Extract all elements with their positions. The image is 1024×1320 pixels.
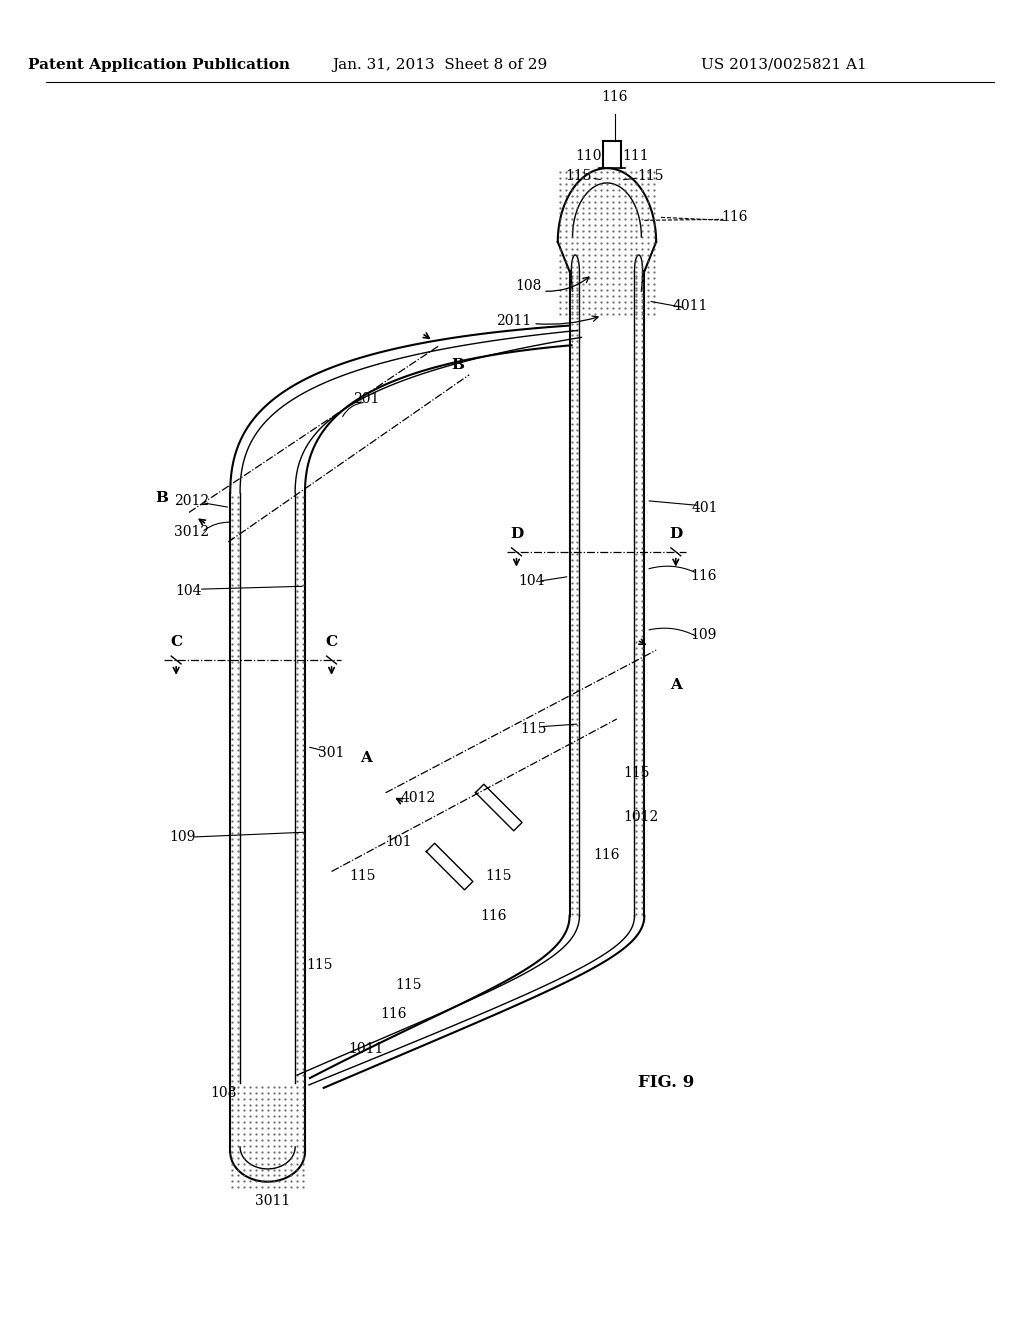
- Text: 2011: 2011: [496, 314, 531, 327]
- Text: 115: 115: [395, 978, 422, 991]
- Text: 104: 104: [176, 585, 202, 598]
- Text: B: B: [451, 358, 464, 372]
- Text: 108: 108: [210, 1086, 237, 1100]
- Text: 111: 111: [623, 149, 649, 164]
- Text: 116: 116: [480, 908, 507, 923]
- Text: 116: 116: [690, 569, 717, 583]
- Text: 116: 116: [722, 210, 749, 224]
- Text: Jan. 31, 2013  Sheet 8 of 29: Jan. 31, 2013 Sheet 8 of 29: [332, 58, 548, 71]
- Text: 115: 115: [624, 766, 649, 780]
- Text: D: D: [669, 527, 682, 541]
- Text: 101: 101: [385, 836, 412, 849]
- Text: 115: 115: [306, 958, 333, 972]
- Text: C: C: [170, 635, 182, 649]
- Text: 115: 115: [520, 722, 547, 735]
- Text: 115: 115: [565, 169, 592, 183]
- Text: 104: 104: [518, 574, 545, 589]
- Text: D: D: [510, 527, 523, 541]
- Text: 109: 109: [169, 830, 196, 843]
- Text: 116: 116: [601, 90, 628, 104]
- Text: 1012: 1012: [624, 810, 659, 825]
- Text: 301: 301: [318, 746, 345, 760]
- Text: 2012: 2012: [174, 494, 210, 508]
- Text: A: A: [670, 677, 682, 692]
- Text: 3011: 3011: [255, 1195, 290, 1208]
- Text: 4011: 4011: [673, 298, 709, 313]
- Text: 4012: 4012: [400, 791, 436, 805]
- Text: US 2013/0025821 A1: US 2013/0025821 A1: [701, 58, 867, 71]
- Text: 201: 201: [353, 392, 379, 407]
- Text: B: B: [155, 491, 168, 504]
- Text: C: C: [326, 635, 338, 649]
- Text: 109: 109: [690, 628, 717, 643]
- Text: FIG. 9: FIG. 9: [638, 1074, 694, 1092]
- Text: 108: 108: [515, 280, 542, 293]
- Text: 3012: 3012: [174, 525, 210, 539]
- Text: 115: 115: [350, 870, 376, 883]
- Text: 115: 115: [485, 870, 512, 883]
- Text: 116: 116: [594, 847, 621, 862]
- Text: 115: 115: [637, 169, 664, 183]
- Text: Patent Application Publication: Patent Application Publication: [29, 58, 291, 71]
- Text: 116: 116: [380, 1007, 407, 1022]
- Text: 110: 110: [575, 149, 601, 164]
- Text: A: A: [360, 751, 372, 766]
- Text: 401: 401: [692, 500, 719, 515]
- Text: 1011: 1011: [348, 1041, 384, 1056]
